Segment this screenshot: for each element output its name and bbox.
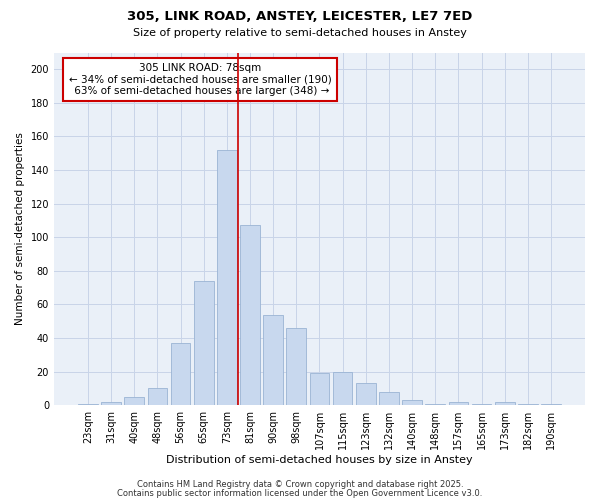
- Bar: [379, 392, 399, 405]
- Bar: [263, 314, 283, 405]
- Y-axis label: Number of semi-detached properties: Number of semi-detached properties: [15, 132, 25, 326]
- Text: Size of property relative to semi-detached houses in Anstey: Size of property relative to semi-detach…: [133, 28, 467, 38]
- Bar: [541, 404, 561, 405]
- Text: Contains HM Land Registry data © Crown copyright and database right 2025.: Contains HM Land Registry data © Crown c…: [137, 480, 463, 489]
- Text: Contains public sector information licensed under the Open Government Licence v3: Contains public sector information licen…: [118, 488, 482, 498]
- Bar: [518, 404, 538, 405]
- Text: 305, LINK ROAD, ANSTEY, LEICESTER, LE7 7ED: 305, LINK ROAD, ANSTEY, LEICESTER, LE7 7…: [127, 10, 473, 23]
- Bar: [286, 328, 306, 405]
- Bar: [170, 343, 190, 405]
- Bar: [310, 374, 329, 405]
- Bar: [78, 404, 98, 405]
- Bar: [356, 384, 376, 405]
- Bar: [240, 226, 260, 405]
- Bar: [425, 404, 445, 405]
- Bar: [333, 372, 352, 405]
- Bar: [101, 402, 121, 405]
- Bar: [449, 402, 468, 405]
- Text: 305 LINK ROAD: 78sqm
← 34% of semi-detached houses are smaller (190)
 63% of sem: 305 LINK ROAD: 78sqm ← 34% of semi-detac…: [68, 63, 331, 96]
- X-axis label: Distribution of semi-detached houses by size in Anstey: Distribution of semi-detached houses by …: [166, 455, 473, 465]
- Bar: [217, 150, 236, 405]
- Bar: [148, 388, 167, 405]
- Bar: [124, 397, 144, 405]
- Bar: [402, 400, 422, 405]
- Bar: [495, 402, 515, 405]
- Bar: [194, 281, 214, 405]
- Bar: [472, 404, 491, 405]
